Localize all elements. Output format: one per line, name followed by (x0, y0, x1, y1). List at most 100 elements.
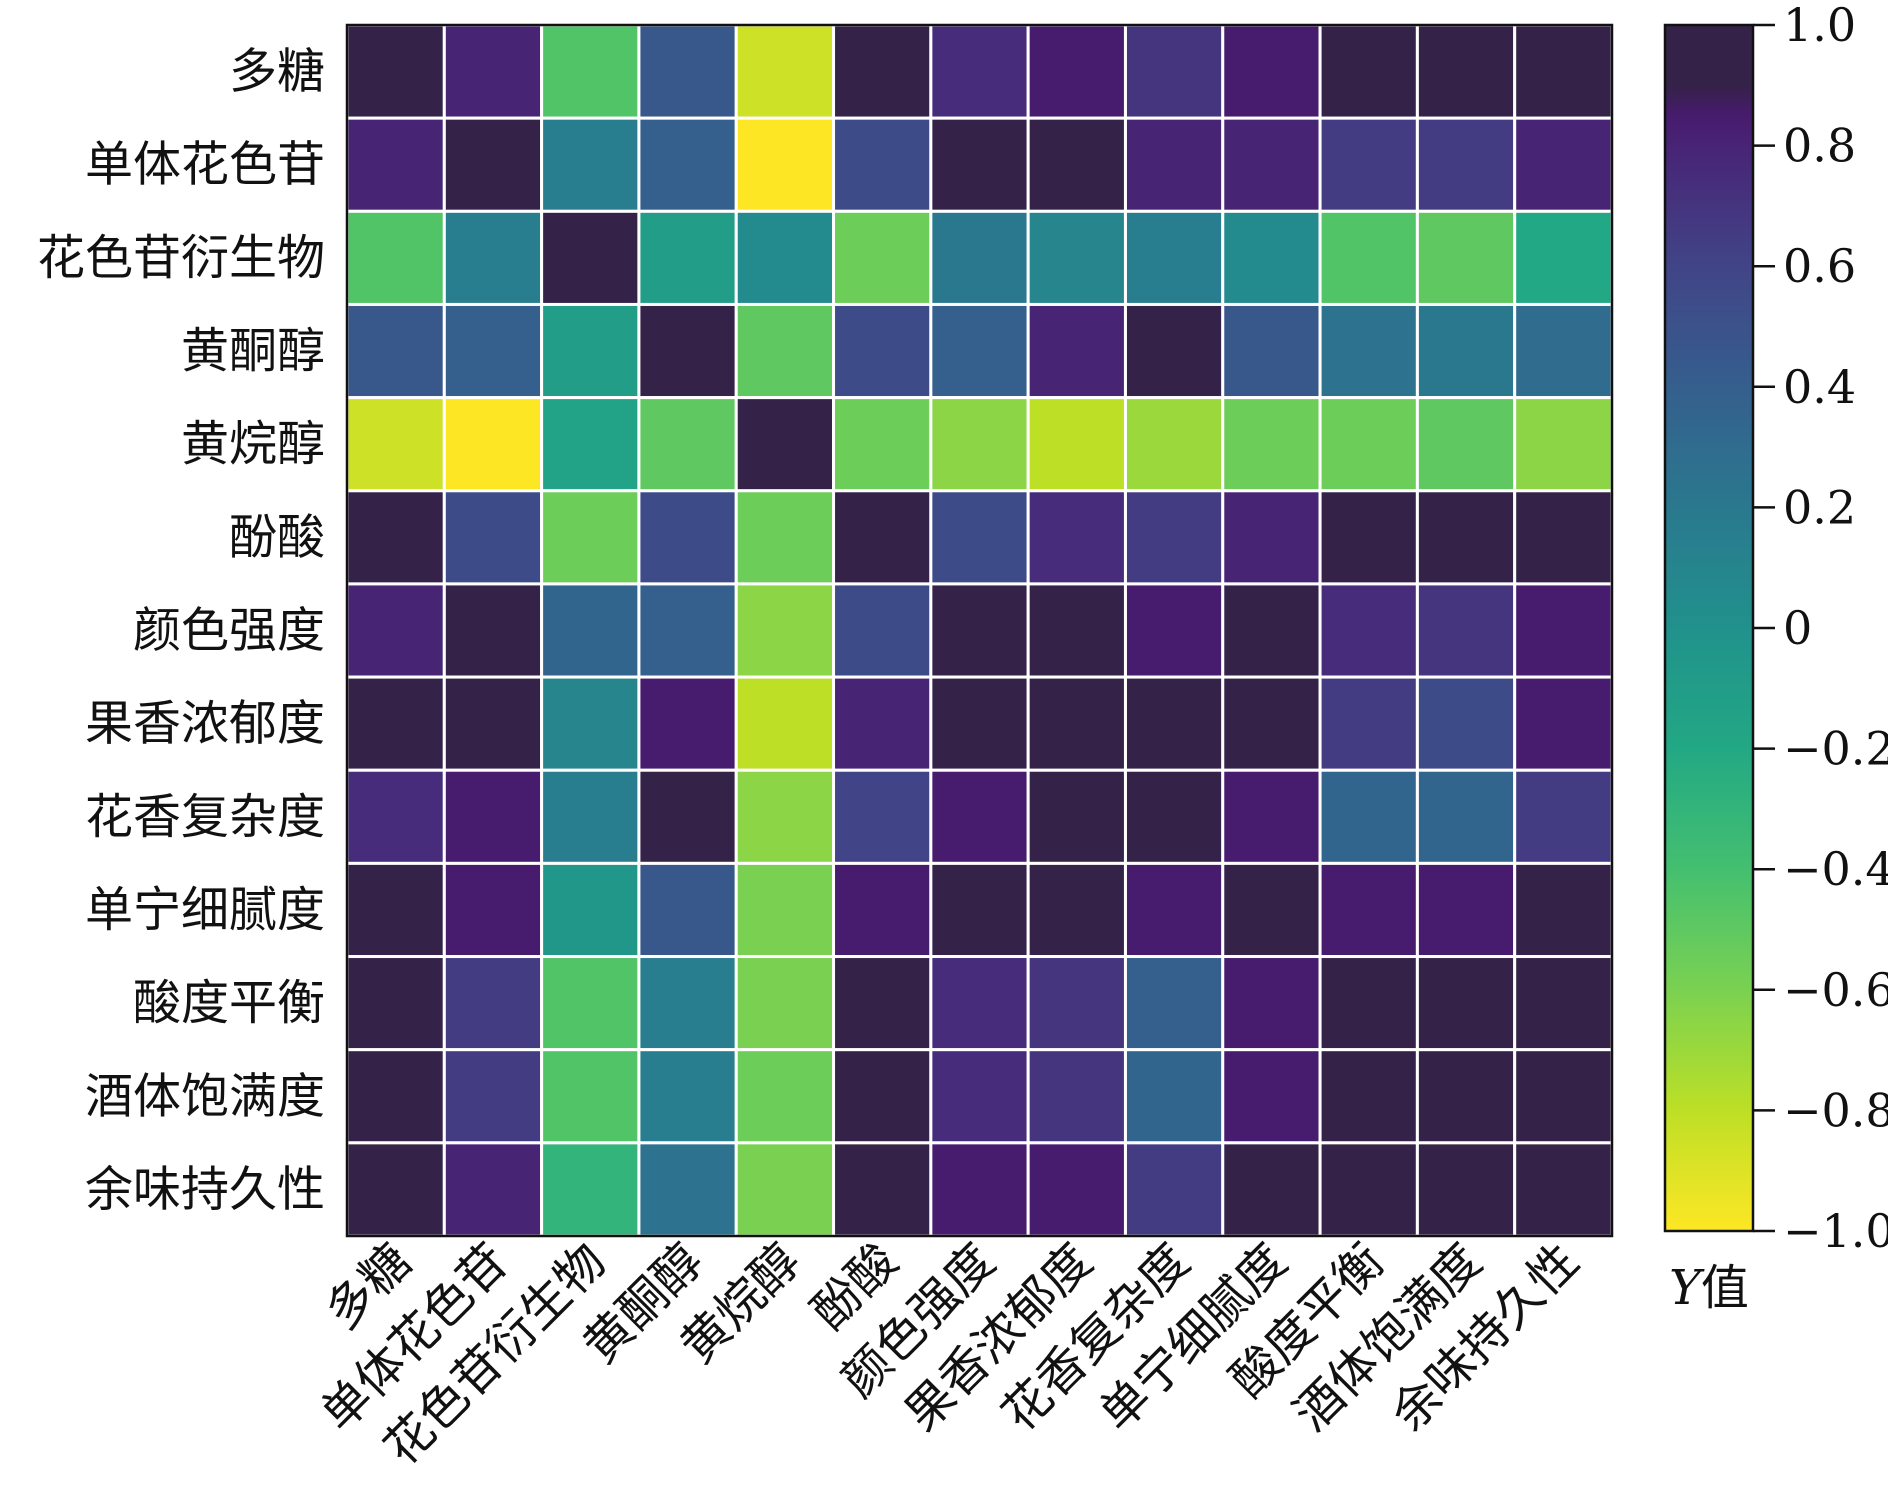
heatmap-cell (1221, 861, 1322, 959)
heatmap-cell (1221, 489, 1322, 586)
heatmap-cell (540, 489, 641, 586)
heatmap-cell (734, 396, 836, 493)
heatmap-cell (442, 209, 544, 306)
heatmap-cell (832, 768, 933, 865)
heatmap-cell (1513, 489, 1614, 586)
heatmap-cell (1026, 768, 1127, 865)
heatmap-cell (832, 1141, 933, 1238)
heatmap-cell (442, 23, 544, 120)
heatmap-cell (832, 1048, 933, 1145)
heatmap-cell (1415, 209, 1517, 306)
heatmap-cell (734, 768, 836, 865)
heatmap-cell (734, 302, 836, 400)
heatmap-cell (637, 861, 738, 959)
heatmap-cell (1318, 1048, 1419, 1145)
heatmap-cell (1513, 302, 1614, 400)
heatmap-cell (1318, 489, 1419, 586)
colorbar-tick-label: −1.0 (1783, 1204, 1888, 1258)
heatmap-cell (929, 209, 1030, 306)
heatmap-cell (1221, 1048, 1322, 1145)
heatmap-cell (734, 955, 836, 1052)
heatmap-cell (345, 116, 446, 213)
heatmap-cell (1221, 302, 1322, 400)
heatmap-cell (540, 768, 641, 865)
heatmap-cell (1318, 302, 1419, 400)
heatmap-cell (929, 582, 1030, 679)
heatmap-cell (1123, 768, 1225, 865)
heatmap-cell (1318, 23, 1419, 120)
heatmap-cell (1026, 582, 1127, 679)
heatmap-cell (1221, 675, 1322, 772)
heatmap-cell (1513, 1141, 1614, 1238)
heatmap-cell (929, 955, 1030, 1052)
heatmap-cell (1513, 1048, 1614, 1145)
row-label: 余味持久性 (85, 1161, 325, 1217)
colorbar-tick-label: 0.6 (1783, 239, 1856, 293)
heatmap-cell (540, 23, 641, 120)
heatmap-cell (442, 396, 544, 493)
heatmap-cell (929, 768, 1030, 865)
heatmap-cell (832, 489, 933, 586)
heatmap-cell (832, 861, 933, 959)
heatmap-cell (540, 582, 641, 679)
heatmap-cell (637, 768, 738, 865)
heatmap-cell (1415, 1048, 1517, 1145)
heatmap-cell (1513, 675, 1614, 772)
heatmap-cell (345, 861, 446, 959)
heatmap-cell (1415, 1141, 1517, 1238)
heatmap-cell (734, 675, 836, 772)
heatmap-cell (929, 489, 1030, 586)
colorbar-tick-label: 0.8 (1783, 119, 1856, 173)
heatmap-cell (345, 302, 446, 400)
heatmap-cell (1026, 955, 1127, 1052)
heatmap-cell (637, 955, 738, 1052)
heatmap-cell (1513, 768, 1614, 865)
heatmap-cell (832, 675, 933, 772)
heatmap-cell (345, 396, 446, 493)
row-label: 酚酸 (229, 509, 325, 565)
heatmap-cell (637, 23, 738, 120)
heatmap-cell (1513, 955, 1614, 1052)
heatmap-cell (442, 861, 544, 959)
heatmap-cell (1026, 396, 1127, 493)
heatmap-cell (540, 396, 641, 493)
heatmap-cell (637, 1048, 738, 1145)
heatmap-cell (540, 675, 641, 772)
colorbar-tick-label: 0.4 (1783, 360, 1856, 414)
heatmap-cell (1123, 302, 1225, 400)
colorbar-title-text: 值 (1701, 1260, 1749, 1316)
row-label: 黄烷醇 (181, 416, 325, 472)
heatmap-cell (1026, 1141, 1127, 1238)
heatmap-cell (1221, 23, 1322, 120)
heatmap-cell (1123, 675, 1225, 772)
heatmap-cell (345, 582, 446, 679)
heatmap-cell (540, 1048, 641, 1145)
heatmap-cell (1221, 955, 1322, 1052)
heatmap-cell (1123, 1048, 1225, 1145)
heatmap-cell (637, 582, 738, 679)
heatmap-cell (1415, 768, 1517, 865)
heatmap-cell (1123, 861, 1225, 959)
heatmap-cell (1513, 582, 1614, 679)
heatmap-cell (442, 116, 544, 213)
heatmap-cell (1221, 396, 1322, 493)
heatmap-cell (832, 396, 933, 493)
heatmap-cell (1415, 116, 1517, 213)
heatmap-cell (1123, 955, 1225, 1052)
heatmap-cell (1221, 1141, 1322, 1238)
heatmap-cell (345, 23, 446, 120)
heatmap-cell (1123, 23, 1225, 120)
heatmap-cell (442, 302, 544, 400)
heatmap-cell (1513, 116, 1614, 213)
row-label: 单宁细腻度 (85, 882, 325, 938)
heatmap-cell (637, 209, 738, 306)
heatmap-cell (1415, 675, 1517, 772)
heatmap-cell (929, 1048, 1030, 1145)
heatmap-cell (1318, 1141, 1419, 1238)
row-label: 果香浓郁度 (85, 696, 325, 752)
heatmap-cell (442, 768, 544, 865)
heatmap-cell (540, 861, 641, 959)
heatmap-cell (1123, 582, 1225, 679)
heatmap-cell (832, 209, 933, 306)
